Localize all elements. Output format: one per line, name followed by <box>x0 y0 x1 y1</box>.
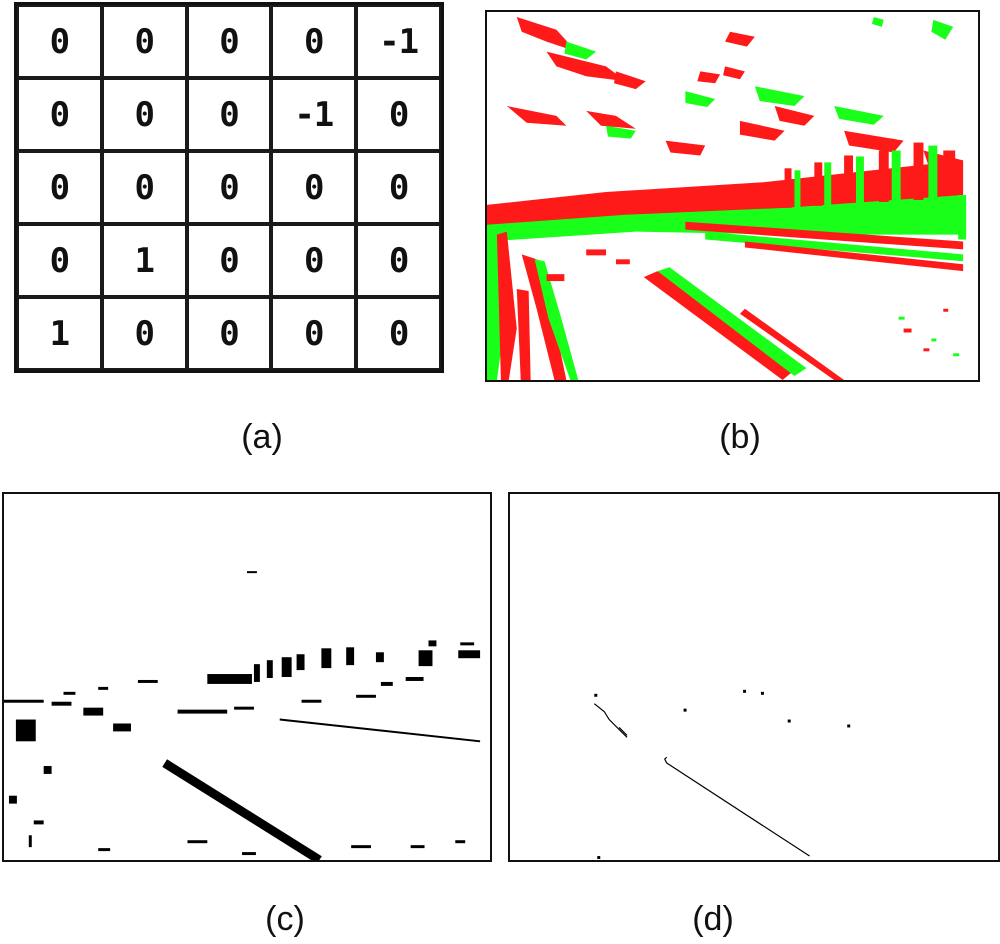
thinned-edge-image <box>508 492 1000 862</box>
kernel-cell: 1 <box>17 297 102 370</box>
kernel-cell: 0 <box>17 224 102 297</box>
kernel-cell: 0 <box>17 151 102 224</box>
kernel-cell: 0 <box>186 78 272 151</box>
binary-edge-image <box>2 492 492 862</box>
kernel-cell: 0 <box>101 78 187 151</box>
kernel-cell: 0 <box>101 5 187 78</box>
kernel-cell: 0 <box>356 151 441 224</box>
kernel-cell: 0 <box>101 151 187 224</box>
kernel-cell: 0 <box>356 224 441 297</box>
kernel-cell: 0 <box>356 297 441 370</box>
caption-a: (a) <box>241 418 283 456</box>
caption-c: (c) <box>265 900 305 938</box>
kernel-cell: 0 <box>186 297 272 370</box>
caption-b: (b) <box>719 418 761 456</box>
kernel-cell: 0 <box>186 5 272 78</box>
kernel-cell: 1 <box>101 224 187 297</box>
kernel-cell: -1 <box>271 78 357 151</box>
kernel-cell: 0 <box>356 78 441 151</box>
kernel-cell: 0 <box>17 5 102 78</box>
kernel-cell: 0 <box>271 224 357 297</box>
kernel-cell: 0 <box>271 5 357 78</box>
thinned-edge-drawing <box>593 689 851 860</box>
binary-edge-drawing <box>4 571 481 860</box>
kernel-cell: -1 <box>356 5 441 78</box>
filter-response-drawing <box>487 16 967 380</box>
kernel-cell: 0 <box>101 297 187 370</box>
kernel-cell: 0 <box>271 297 357 370</box>
filter-response-image <box>485 10 980 382</box>
kernel-matrix: 0 0 0 0 -1 0 0 0 -1 0 0 0 0 0 0 0 1 0 0 0 1 0 0 0 0 <box>14 2 444 373</box>
kernel-cell: 0 <box>17 78 102 151</box>
kernel-cell: 0 <box>186 224 272 297</box>
caption-d: (d) <box>692 900 734 938</box>
kernel-cell: 0 <box>186 151 272 224</box>
kernel-cell: 0 <box>271 151 357 224</box>
